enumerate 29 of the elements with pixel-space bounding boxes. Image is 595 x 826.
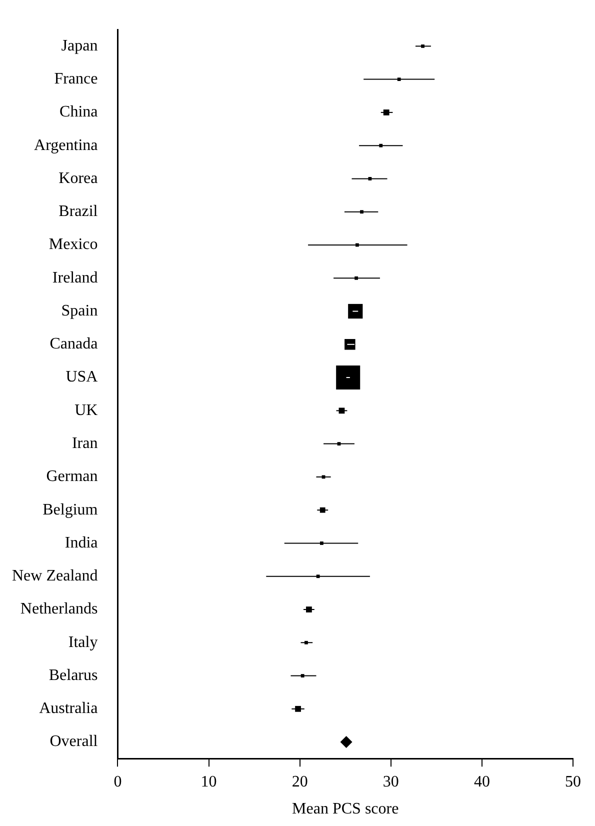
x-tick-label: 50 [565, 773, 581, 790]
y-tick-label: Spain [61, 302, 98, 320]
y-tick-label: Belgium [42, 501, 98, 518]
x-tick-label: 0 [114, 773, 122, 790]
y-tick-label: Ireland [52, 269, 98, 286]
y-tick-label: USA [66, 368, 98, 386]
y-tick-label: Argentina [34, 136, 98, 154]
x-tick-label: 40 [474, 773, 490, 790]
x-tick-label: 10 [200, 773, 217, 790]
y-tick-label: India [64, 534, 98, 552]
y-tick-label: German [46, 468, 98, 486]
y-tick-label: Netherlands [20, 600, 98, 618]
x-axis-title: Mean PCS score [292, 800, 399, 818]
y-tick-label: Italy [68, 634, 98, 651]
y-tick-label: Australia [39, 700, 98, 718]
x-tick-label: 30 [382, 773, 399, 790]
y-tick-label: New Zealand [12, 568, 98, 585]
y-tick-label: Belarus [48, 666, 98, 684]
y-tick-label: Overall [50, 733, 98, 750]
y-tick-label: France [54, 70, 98, 88]
y-tick-label: UK [74, 402, 98, 419]
y-tick-label: Japan [61, 37, 98, 54]
y-tick-label: Brazil [58, 203, 98, 220]
x-tick-label: 20 [292, 773, 308, 790]
y-tick-label: Korea [58, 170, 98, 187]
y-tick-label: Iran [72, 435, 98, 452]
y-tick-label: Canada [50, 336, 98, 353]
y-tick-label: Mexico [48, 236, 98, 254]
y-tick-label: China [60, 104, 98, 121]
